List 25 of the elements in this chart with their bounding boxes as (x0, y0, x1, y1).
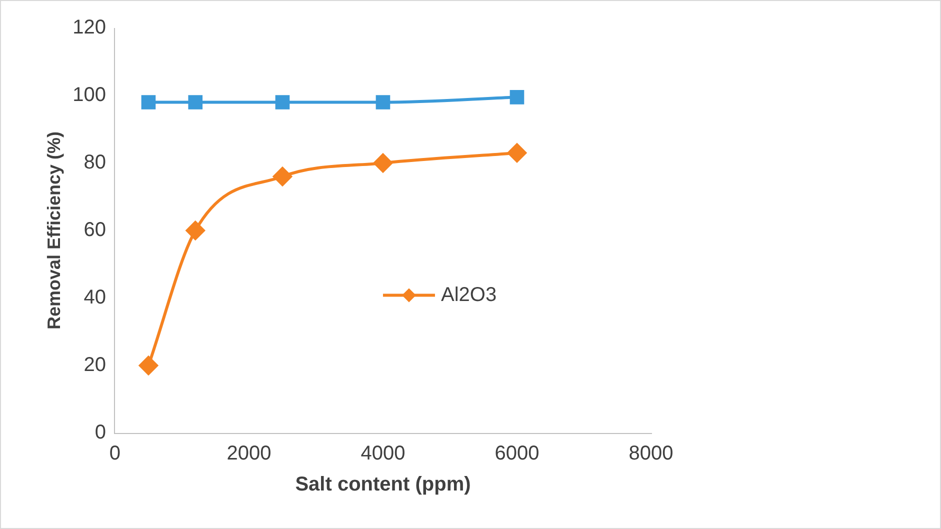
y-tick-label: 0 (94, 422, 106, 444)
point (510, 90, 524, 104)
y-tick-label: 40 (84, 286, 106, 309)
y-axis-title: Removal Efficiency (%) (44, 131, 64, 330)
legend-label: Al2O3 (440, 284, 497, 306)
point (272, 167, 292, 186)
x-tick-label: 6000 (494, 442, 540, 465)
x-tick-label: 0 (109, 442, 121, 465)
point (186, 221, 205, 240)
point (188, 95, 203, 110)
point (507, 143, 526, 162)
x-tick-label: 8000 (628, 442, 674, 465)
y-tick-label: 80 (84, 152, 106, 174)
point (138, 356, 158, 375)
y-tick-label: 120 (72, 16, 106, 39)
x-tick-label: 2000 (226, 442, 272, 465)
point (376, 95, 390, 110)
y-tick-label: 60 (84, 219, 106, 242)
x-tick-label: 4000 (360, 442, 406, 465)
x-axis-title: Salt content (ppm) (295, 474, 471, 496)
y-tick-label: 20 (84, 354, 106, 376)
point (373, 154, 392, 172)
point (141, 95, 156, 110)
y-tick-label: 100 (72, 84, 106, 106)
point (275, 95, 290, 110)
